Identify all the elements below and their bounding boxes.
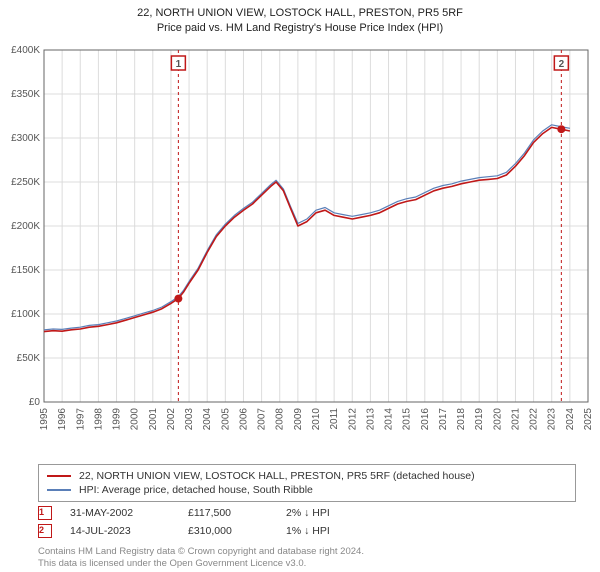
svg-text:2003: 2003 (184, 407, 195, 430)
svg-text:2020: 2020 (492, 407, 503, 430)
svg-text:£50K: £50K (17, 353, 41, 364)
svg-text:2021: 2021 (510, 407, 521, 430)
svg-text:1999: 1999 (112, 407, 123, 430)
svg-text:2005: 2005 (220, 407, 231, 430)
legend-label: HPI: Average price, detached house, Sout… (79, 484, 313, 496)
svg-text:2011: 2011 (329, 407, 340, 429)
svg-text:2012: 2012 (347, 407, 358, 430)
legend-swatch (47, 489, 71, 491)
svg-text:1997: 1997 (75, 407, 86, 430)
svg-text:£400K: £400K (11, 45, 40, 56)
sale-price: £310,000 (188, 525, 268, 537)
svg-text:£0: £0 (29, 397, 41, 408)
sale-delta: 2% ↓ HPI (286, 507, 330, 519)
svg-text:£200K: £200K (11, 221, 40, 232)
svg-text:2023: 2023 (547, 407, 558, 430)
legend-item: HPI: Average price, detached house, Sout… (47, 483, 567, 497)
svg-text:2000: 2000 (130, 407, 141, 430)
svg-text:£300K: £300K (11, 133, 40, 144)
svg-text:2019: 2019 (474, 407, 485, 430)
legend-item: 22, NORTH UNION VIEW, LOSTOCK HALL, PRES… (47, 469, 567, 483)
svg-text:2017: 2017 (438, 407, 449, 430)
footer-line1: Contains HM Land Registry data © Crown c… (38, 546, 598, 558)
svg-text:2015: 2015 (402, 407, 413, 430)
svg-text:2004: 2004 (202, 407, 213, 430)
sale-entry: 2 14-JUL-2023 £310,000 1% ↓ HPI (38, 524, 598, 538)
svg-text:1: 1 (176, 59, 182, 70)
sale-marker: 1 (38, 506, 52, 520)
sale-price: £117,500 (188, 507, 268, 519)
svg-text:2022: 2022 (529, 407, 540, 430)
svg-text:2006: 2006 (238, 407, 249, 430)
svg-text:2018: 2018 (456, 407, 467, 430)
legend-swatch (47, 475, 71, 477)
sale-date: 14-JUL-2023 (70, 525, 170, 537)
svg-text:1998: 1998 (93, 407, 104, 430)
svg-text:2007: 2007 (257, 407, 268, 430)
svg-text:2002: 2002 (166, 407, 177, 430)
svg-text:2008: 2008 (275, 407, 286, 430)
sale-date: 31-MAY-2002 (70, 507, 170, 519)
svg-text:1996: 1996 (57, 407, 68, 430)
price-vs-hpi-chart: £0 £50K £100K £150K £200K £250K £300K £350K £400… (2, 42, 598, 458)
svg-text:2024: 2024 (565, 407, 576, 430)
footer-note: Contains HM Land Registry data © Crown c… (38, 546, 598, 571)
sale-entry: 1 31-MAY-2002 £117,500 2% ↓ HPI (38, 506, 598, 520)
svg-text:2009: 2009 (293, 407, 304, 430)
svg-text:2025: 2025 (583, 407, 594, 430)
svg-text:£350K: £350K (11, 89, 40, 100)
svg-text:£250K: £250K (11, 177, 40, 188)
legend: 22, NORTH UNION VIEW, LOSTOCK HALL, PRES… (38, 464, 576, 502)
svg-text:2014: 2014 (384, 407, 395, 430)
svg-text:1995: 1995 (39, 407, 50, 430)
legend-label: 22, NORTH UNION VIEW, LOSTOCK HALL, PRES… (79, 470, 475, 482)
svg-text:£150K: £150K (11, 265, 40, 276)
chart-svg: £0 £50K £100K £150K £200K £250K £300K £350K £400… (2, 42, 598, 458)
sale-marker: 2 (38, 524, 52, 538)
svg-text:2: 2 (559, 59, 565, 70)
svg-text:2013: 2013 (365, 407, 376, 430)
title-line1: 22, NORTH UNION VIEW, LOSTOCK HALL, PRES… (2, 6, 598, 21)
title-line2: Price paid vs. HM Land Registry's House … (2, 21, 598, 36)
svg-text:2016: 2016 (420, 407, 431, 430)
chart-title: 22, NORTH UNION VIEW, LOSTOCK HALL, PRES… (2, 6, 598, 36)
svg-text:2001: 2001 (148, 407, 159, 430)
svg-text:2010: 2010 (311, 407, 322, 430)
svg-text:£100K: £100K (11, 309, 40, 320)
sale-delta: 1% ↓ HPI (286, 525, 330, 537)
